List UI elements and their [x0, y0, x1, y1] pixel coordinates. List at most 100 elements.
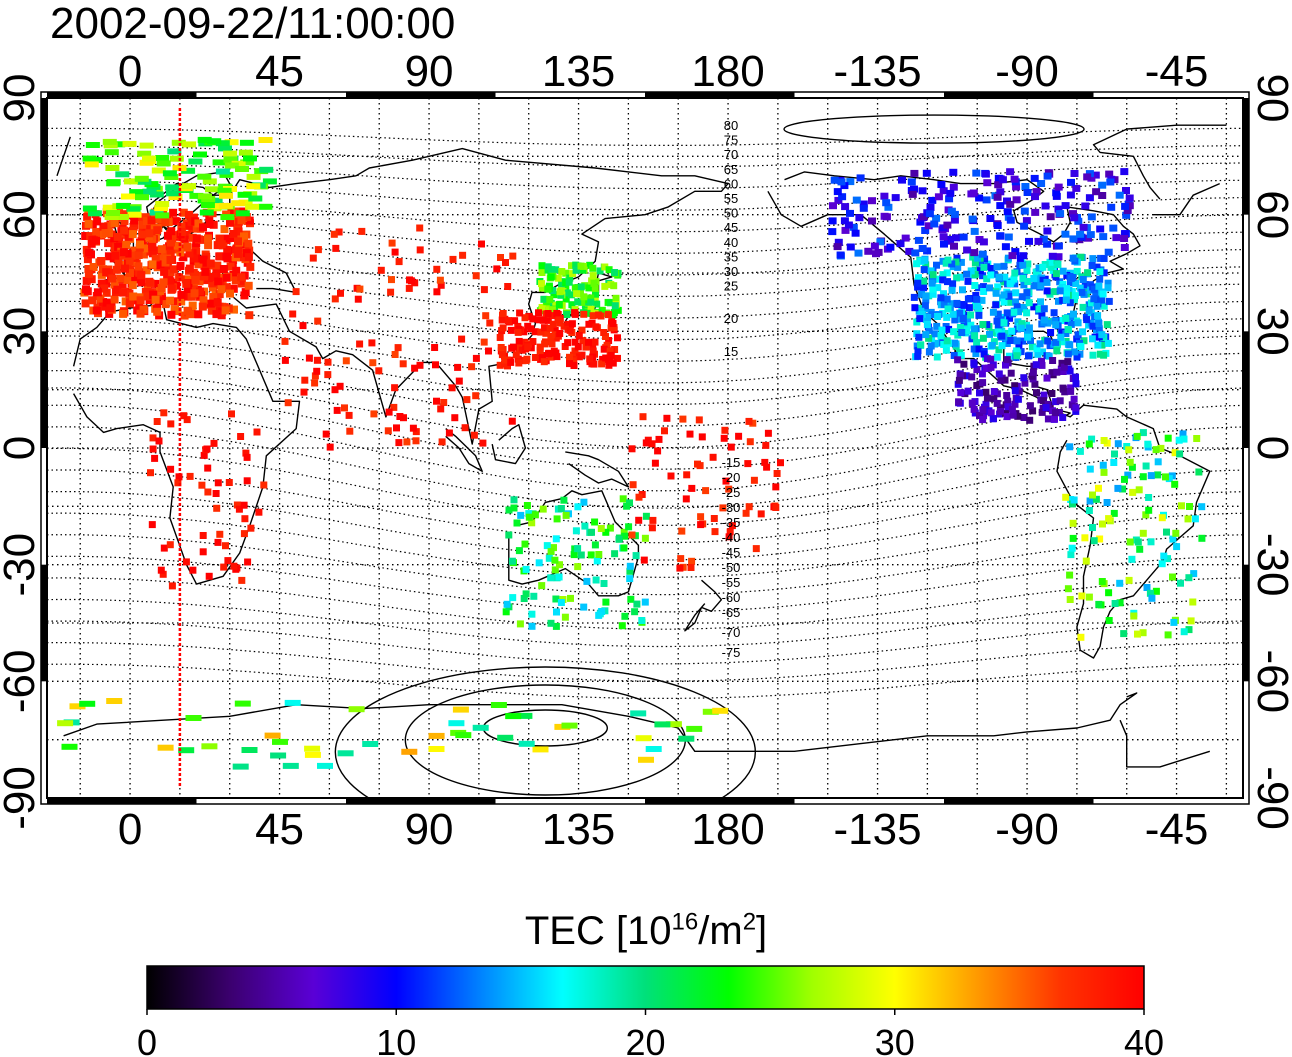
tec-cell: [944, 256, 952, 264]
tec-cell: [980, 263, 988, 271]
tec-cell: [332, 244, 340, 252]
tec-cell: [1133, 432, 1141, 440]
tec-cell: [139, 142, 154, 149]
bottom-lon-tick-label: -135: [834, 805, 922, 854]
tec-cell: [577, 551, 585, 559]
tec-cell: [1085, 440, 1093, 448]
tec-cell: [951, 316, 959, 324]
tec-cell: [975, 284, 983, 292]
tec-cell: [566, 326, 574, 334]
colorbar-gradient: [146, 965, 1145, 1010]
tec-cell: [951, 339, 958, 347]
tec-cell: [1115, 191, 1124, 199]
tec-cell: [391, 248, 399, 256]
tec-cell: [194, 219, 203, 228]
tec-cell: [139, 250, 148, 259]
tec-cell: [651, 459, 659, 467]
tec-cell: [233, 223, 242, 232]
tec-cell: [764, 429, 772, 437]
tec-cell: [203, 445, 211, 453]
tec-cell: [545, 349, 553, 357]
tec-cell: [933, 261, 940, 269]
tec-cell: [585, 284, 593, 292]
tec-cell: [248, 195, 263, 202]
tec-cell: [1081, 202, 1090, 210]
tec-cell: [243, 477, 251, 485]
tec-cell: [1154, 471, 1162, 479]
tec-cell: [949, 183, 958, 191]
tec-cell: [925, 210, 934, 218]
tec-cell: [235, 210, 250, 217]
frame-segment-top: [944, 92, 1094, 98]
tec-cell: [1066, 571, 1074, 579]
tec-cell: [1019, 261, 1027, 269]
tec-cell: [1129, 488, 1137, 496]
tec-cell: [84, 248, 93, 257]
tec-cell: [241, 515, 249, 523]
tec-cell: [1001, 376, 1009, 384]
tec-cell: [337, 750, 354, 757]
tec-cell: [1104, 284, 1112, 292]
tec-cell: [943, 269, 951, 277]
tec-cell: [880, 192, 889, 200]
tec-cell: [611, 269, 618, 276]
tec-cell: [512, 351, 520, 359]
tec-cell: [914, 236, 923, 244]
tec-cell: [205, 213, 214, 222]
tec-cell: [401, 748, 418, 755]
tec-cell: [992, 289, 1000, 297]
tec-cell: [57, 720, 74, 727]
tec-cell: [1059, 267, 1067, 275]
tec-cell: [1056, 397, 1064, 405]
tec-cell: [235, 166, 249, 172]
tec-cell: [1142, 511, 1150, 519]
tec-cell: [1104, 279, 1112, 287]
top-lon-tick-label: 135: [542, 47, 615, 96]
tec-cell: [92, 236, 101, 245]
tec-cell: [932, 214, 941, 222]
tec-cell: [553, 608, 560, 616]
tec-cell: [1076, 230, 1085, 238]
tec-cell: [1116, 579, 1124, 587]
tec-cell: [939, 224, 948, 232]
tec-cell: [1053, 368, 1061, 376]
frame-segment-top: [645, 92, 795, 98]
tec-cell: [231, 276, 240, 285]
tec-cell: [521, 540, 529, 548]
tec-cell: [946, 189, 955, 197]
tec-cell: [593, 557, 601, 565]
tec-cell: [844, 221, 853, 229]
tec-cell: [687, 564, 695, 571]
tec-cell: [216, 530, 224, 538]
tec-cell: [553, 353, 561, 361]
tec-cell: [223, 245, 232, 254]
tec-cell: [182, 279, 191, 288]
tec-cell: [182, 558, 190, 566]
tec-cell: [284, 699, 301, 706]
tec-cell: [1099, 520, 1106, 528]
tec-cell: [104, 222, 113, 231]
tec-cell: [604, 311, 612, 319]
tec-cell: [1100, 302, 1108, 310]
tec-cell: [516, 309, 524, 317]
tec-cell: [180, 412, 188, 420]
tec-cell: [1122, 211, 1131, 219]
tec-cell: [579, 266, 587, 274]
frame-segment-bottom: [47, 798, 197, 804]
tec-cell: [587, 294, 595, 302]
tec-cell: [157, 284, 166, 292]
tec-cell: [1120, 244, 1129, 251]
tec-cell: [1051, 415, 1058, 423]
tec-cell: [1069, 235, 1078, 243]
tec-cell: [916, 315, 924, 323]
tec-cell: [1046, 342, 1054, 350]
tec-cell: [217, 285, 226, 294]
tec-cell: [227, 246, 236, 255]
tec-cell: [609, 359, 617, 367]
tec-cell: [330, 230, 338, 238]
tec-cell: [505, 713, 522, 720]
tec-cell: [1000, 291, 1008, 299]
tec-cell: [148, 521, 156, 529]
tec-cell: [1063, 285, 1071, 293]
tec-cell: [571, 284, 579, 292]
